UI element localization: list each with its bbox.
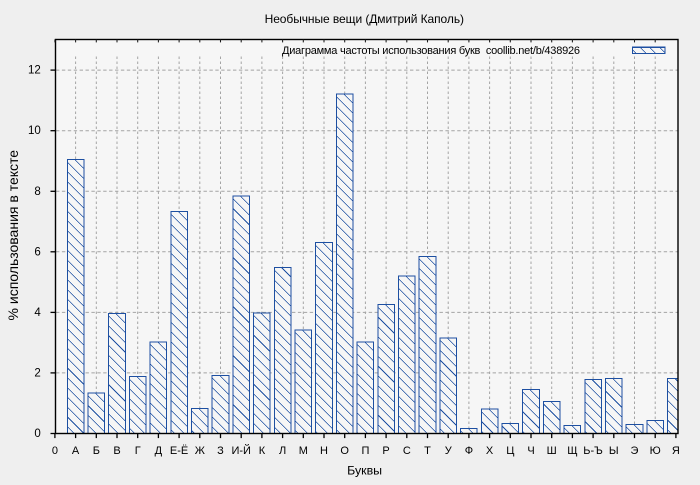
svg-text:8: 8 — [34, 186, 40, 198]
svg-text:6: 6 — [34, 246, 40, 258]
svg-text:О: О — [340, 445, 349, 457]
svg-text:Б: Б — [93, 445, 100, 457]
svg-text:К: К — [259, 445, 266, 457]
svg-text:Буквы: Буквы — [347, 464, 382, 478]
svg-text:4: 4 — [34, 307, 41, 319]
svg-text:Необычные вещи (Дмитрий Каполь: Необычные вещи (Дмитрий Каполь) — [265, 12, 464, 26]
svg-text:Г: Г — [135, 445, 141, 457]
svg-text:Щ: Щ — [567, 445, 577, 457]
svg-text:Д: Д — [155, 445, 163, 457]
svg-text:Ь-Ъ: Ь-Ъ — [583, 445, 603, 457]
svg-text:Р: Р — [382, 445, 389, 457]
svg-text:С: С — [403, 445, 411, 457]
svg-text:Ф: Ф — [465, 445, 473, 457]
svg-text:У: У — [445, 445, 453, 457]
svg-text:Ч: Ч — [527, 445, 534, 457]
svg-text:Я: Я — [672, 445, 680, 457]
svg-text:В: В — [113, 445, 120, 457]
svg-text:0: 0 — [34, 428, 40, 440]
svg-text:10: 10 — [28, 125, 41, 137]
svg-text:Ц: Ц — [506, 445, 514, 457]
svg-text:2: 2 — [34, 367, 40, 379]
svg-text:% использования в тексте: % использования в тексте — [5, 150, 21, 321]
svg-text:И-Й: И-Й — [231, 444, 250, 457]
svg-text:Л: Л — [279, 445, 286, 457]
svg-text:Ш: Ш — [547, 445, 557, 457]
svg-text:Ю: Ю — [650, 445, 661, 457]
svg-text:0: 0 — [52, 445, 58, 457]
svg-text:П: П — [361, 445, 369, 457]
svg-text:Т: Т — [424, 445, 431, 457]
svg-text:Н: Н — [320, 445, 328, 457]
svg-text:Ж: Ж — [195, 445, 205, 457]
svg-text:Ы: Ы — [609, 445, 619, 457]
svg-text:Х: Х — [486, 445, 494, 457]
svg-text:Диаграмма частоты использовани: Диаграмма частоты использования букв coo… — [282, 45, 580, 57]
svg-text:12: 12 — [28, 65, 41, 77]
svg-text:А: А — [72, 445, 80, 457]
svg-text:З: З — [217, 445, 224, 457]
svg-text:Э: Э — [631, 445, 639, 457]
svg-text:Е-Ё: Е-Ё — [170, 445, 188, 457]
svg-text:М: М — [299, 445, 308, 457]
